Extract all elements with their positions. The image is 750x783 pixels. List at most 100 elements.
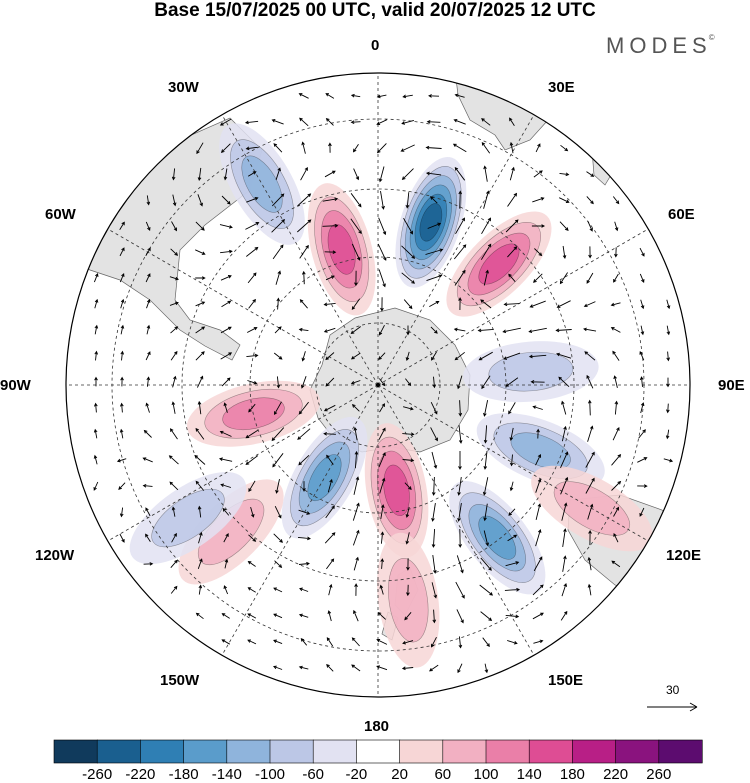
wind-vector-arrow	[508, 508, 516, 516]
wind-vector-arrow	[221, 300, 232, 308]
longitude-label-120e: 120E	[666, 547, 702, 564]
wind-vector-arrow	[586, 196, 594, 205]
wind-vector-arrow	[639, 350, 645, 361]
wind-vector-arrow	[298, 665, 309, 670]
wind-vector-arrow	[197, 400, 202, 415]
wind-vector-arrow	[220, 326, 232, 334]
longitude-label-30w: 30W	[168, 79, 199, 96]
wind-vector-arrow	[561, 400, 567, 415]
wind-vector-arrow	[432, 555, 437, 574]
wind-vector-arrow	[274, 326, 282, 334]
wind-vector-arrow	[196, 375, 204, 388]
colorbar-tick-label: -20	[345, 766, 368, 783]
wind-vector-arrow	[248, 480, 256, 492]
wind-vector-arrow	[613, 273, 619, 283]
anomaly-shading	[129, 123, 653, 668]
wind-vector-arrow	[483, 530, 490, 547]
wind-vector-arrow	[378, 217, 387, 236]
wind-vector-arrow	[561, 425, 567, 442]
wind-vector-arrow	[405, 532, 410, 545]
wind-vector-arrow	[169, 481, 179, 491]
wind-vector-arrow	[457, 375, 463, 390]
wind-vector-arrow	[507, 192, 518, 207]
wind-vector-arrow	[458, 451, 462, 470]
colorbar-tick-label: -140	[211, 766, 242, 783]
map-title: Base 15/07/2025 00 UTC, valid 20/07/2025…	[154, 0, 596, 21]
wind-vector-arrow	[426, 274, 443, 282]
wind-vector-arrow	[640, 325, 645, 336]
wind-vector-arrow	[665, 403, 670, 414]
colorbar-swatch	[183, 739, 228, 764]
wind-vector-arrow	[614, 221, 619, 232]
wind-vector-arrow	[585, 477, 595, 494]
wind-vector-arrow	[274, 401, 282, 415]
wind-vector-arrow	[143, 429, 152, 438]
wind-vector-arrow	[273, 587, 283, 593]
wind-vector-arrow	[354, 270, 358, 287]
wind-vector-arrow	[586, 272, 594, 284]
wind-vector-arrow	[143, 562, 154, 566]
wind-vector-arrow	[353, 426, 358, 441]
wind-vector-arrow	[456, 609, 464, 624]
colorbar-swatch	[356, 739, 401, 764]
wind-vector-arrow	[327, 478, 333, 493]
wind-vector-arrow	[405, 192, 410, 209]
longitude-label-0: 0	[371, 37, 380, 54]
wind-vector-arrow	[586, 374, 594, 389]
colorbar-swatch	[269, 739, 314, 764]
wind-vector-arrow	[586, 171, 595, 177]
wind-vector-arrow	[172, 194, 177, 207]
wind-vector-arrow	[562, 245, 567, 259]
wind-vector-arrow	[93, 273, 99, 283]
wind-vector-arrow	[299, 244, 309, 259]
wind-vector-arrow	[535, 478, 542, 493]
colorbar-tick-label: 260	[646, 766, 672, 783]
wind-vector-arrow	[561, 502, 568, 521]
wind-vector-arrow	[168, 455, 179, 465]
wind-vector-arrow	[223, 402, 228, 413]
wind-vector-arrow	[376, 665, 388, 671]
wind-vector-arrow	[354, 583, 358, 596]
colorbar-tick-label: -220	[125, 766, 156, 783]
wind-vector-arrow	[274, 506, 282, 519]
wind-vector-arrow	[431, 503, 436, 522]
wind-vector-arrow	[509, 166, 515, 181]
wind-vector-arrow	[558, 376, 570, 388]
longitude-label-60w: 60W	[45, 206, 76, 223]
wind-vector-arrow	[275, 479, 280, 494]
wind-vector-arrow	[610, 302, 621, 307]
wind-vector-arrow	[351, 637, 360, 647]
wind-vector-arrow	[403, 217, 413, 235]
meridian-line	[377, 228, 649, 386]
wind-vector-arrow	[195, 301, 206, 307]
wind-vector-arrow	[245, 455, 259, 465]
wind-vector-arrow	[430, 402, 438, 415]
colorbar-tick-label: 100	[473, 766, 499, 783]
wind-vector-arrow	[509, 141, 514, 154]
wind-vector-arrow	[350, 193, 362, 208]
brand-mark: ©	[708, 33, 715, 42]
wind-vector-arrow	[327, 610, 332, 622]
longitude-label-180: 180	[364, 718, 390, 735]
wind-vector-arrow	[404, 612, 412, 621]
wind-vector-arrow	[531, 224, 546, 228]
positive-anomaly-contour	[478, 243, 520, 285]
wind-vector-arrow	[483, 400, 489, 417]
wind-vector-arrow	[452, 143, 467, 153]
wind-vector-arrow	[145, 402, 150, 413]
wind-vector-arrow	[247, 613, 257, 619]
negative-anomaly-contour	[419, 203, 443, 242]
wind-vector-arrow	[93, 428, 98, 439]
wind-vector-arrow	[220, 483, 232, 488]
wind-vector-arrow	[351, 404, 360, 412]
wind-vector-arrow	[457, 477, 462, 496]
wind-vector-arrow	[404, 482, 412, 490]
negative-anomaly-contour	[151, 488, 225, 548]
wind-vector-arrow	[326, 637, 334, 647]
wind-vector-arrow	[431, 451, 438, 469]
wind-vector-arrow	[587, 556, 592, 571]
wind-vector-arrow	[637, 484, 648, 488]
wind-vector-arrow	[146, 298, 151, 309]
wind-vector-arrow	[273, 639, 283, 645]
wind-vector-arrow	[480, 243, 492, 260]
